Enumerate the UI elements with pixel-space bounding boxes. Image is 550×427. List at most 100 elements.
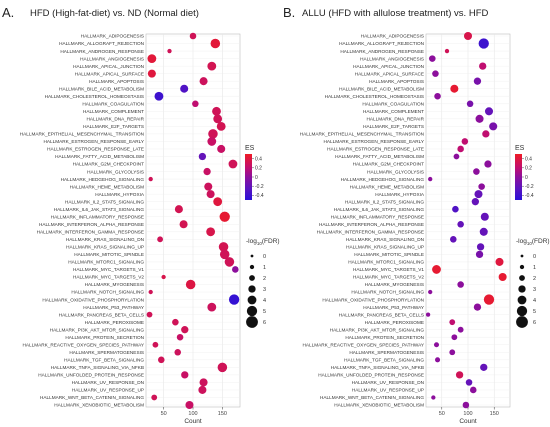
data-point: [154, 91, 164, 101]
data-point: [189, 32, 197, 40]
x-tick-label: 150: [218, 411, 227, 417]
data-point: [208, 129, 218, 139]
y-tick-label: HALLMARK_NOTCH_SIGNALING: [351, 290, 424, 295]
es-legend-label: 0: [525, 175, 528, 181]
es-colorbar: [245, 154, 252, 200]
size-legend-dot: [516, 316, 528, 328]
data-point: [203, 167, 211, 176]
data-point: [185, 400, 194, 410]
y-tick-label: HALLMARK_PI3K_AKT_MTOR_SIGNALING: [50, 327, 145, 332]
data-point: [207, 302, 217, 312]
y-tick-label: HALLMARK_FATTY_ACID_METABOLISM: [335, 154, 424, 159]
y-tick-label: HALLMARK_ANGIOGENESIS: [80, 56, 144, 61]
size-legend-label: 1: [263, 265, 266, 271]
data-point: [176, 333, 184, 341]
size-legend-label: 4: [263, 298, 266, 304]
size-legend-dot: [519, 264, 525, 270]
data-point: [489, 122, 498, 131]
es-legend-label: -0.2: [525, 184, 534, 190]
size-legend-label: 6: [533, 320, 536, 326]
y-tick-label: HALLMARK_DNA_REPAIR: [367, 117, 425, 122]
data-point: [463, 31, 473, 41]
data-point: [478, 38, 489, 49]
data-point: [428, 176, 433, 182]
y-tick-label: HALLMARK_UNFOLDED_PROTEIN_RESPONSE: [38, 373, 144, 378]
y-tick-label: HALLMARK_TNFA_SIGNALING_VIA_NFKB: [331, 365, 424, 370]
y-tick-label: HALLMARK_BILE_ACID_METABOLISM: [59, 86, 144, 91]
es-legend-label: -0.2: [255, 184, 264, 190]
size-legend-title-sub: 10: [257, 241, 263, 246]
data-point: [479, 62, 487, 70]
size-legend-label: 3: [533, 287, 536, 293]
data-point: [433, 342, 440, 348]
y-tick-label: HALLMARK_CHOLESTEROL_HOMEOSTASIS: [45, 94, 144, 99]
es-legend-label: 0: [255, 175, 258, 181]
data-point: [444, 48, 450, 54]
y-tick-label: HALLMARK_ESTROGEN_RESPONSE_LATE: [327, 147, 424, 152]
panel-b: B. ALLU (HFD with allulose treatment) vs.…: [283, 5, 550, 425]
y-tick-label: HALLMARK_PEROXISOME: [85, 320, 144, 325]
data-point: [161, 274, 166, 280]
data-point: [181, 371, 189, 379]
es-legend-title: ES: [515, 145, 525, 152]
y-tick-label: HALLMARK_DNA_REPAIR: [87, 117, 145, 122]
y-tick-label: HALLMARK_MYC_TARGETS_V2: [353, 275, 424, 280]
size-legend-dot: [249, 264, 255, 270]
size-legend-dot: [246, 305, 258, 317]
y-tick-label: HALLMARK_EPITHELIAL_MESENCHYMAL_TRANSITI…: [20, 132, 144, 137]
y-tick-label: HALLMARK_MTORC1_SIGNALING: [348, 260, 424, 265]
y-tick-label: HALLMARK_MITOTIC_SPINDLE: [354, 252, 424, 257]
y-tick-label: HALLMARK_HEME_METABOLISM: [70, 184, 145, 189]
y-tick-label: HALLMARK_IL6_JAK_STAT3_SIGNALING: [54, 207, 145, 212]
y-tick-label: HALLMARK_ESTROGEN_RESPONSE_EARLY: [324, 139, 425, 144]
data-point: [495, 257, 504, 266]
y-tick-label: HALLMARK_HYPOXIA: [95, 192, 145, 197]
y-tick-label: HALLMARK_MYC_TARGETS_V1: [353, 267, 424, 272]
data-point: [148, 176, 153, 182]
size-legend-label: 5: [263, 309, 266, 315]
data-point: [480, 363, 488, 371]
y-tick-label: HALLMARK_HYPOXIA: [375, 192, 425, 197]
es-legend-label: 0.2: [525, 166, 532, 172]
size-legend-title-tail: (FDR): [532, 238, 550, 245]
y-tick-label: HALLMARK_UV_RESPONSE_UP: [352, 388, 424, 393]
data-point: [452, 205, 459, 213]
y-tick-label: HALLMARK_INTERFERON_ALPHA_RESPONSE: [39, 222, 144, 227]
data-point: [147, 54, 157, 63]
es-legend-label: 0.4: [525, 156, 532, 162]
y-tick-label: HALLMARK_ESTROGEN_RESPONSE_LATE: [47, 147, 144, 152]
y-tick-label: HALLMARK_SPERMATOGENESIS: [69, 350, 144, 355]
y-tick-label: HALLMARK_UV_RESPONSE_UP: [72, 388, 144, 393]
y-tick-label: HALLMARK_IL2_STAT5_SIGNALING: [345, 199, 424, 204]
size-legend-label: 5: [533, 309, 536, 315]
y-tick-label: HALLMARK_APOPTOSIS: [369, 79, 424, 84]
es-legend-label: -0.4: [525, 193, 534, 199]
panel-letter: B.: [283, 5, 295, 20]
data-point: [146, 311, 153, 318]
y-tick-label: HALLMARK_P53_PATHWAY: [363, 305, 425, 310]
panel-title: ALLU (HFD with allulose treatment) vs. H…: [302, 8, 488, 19]
data-point: [483, 294, 495, 305]
data-point: [198, 385, 207, 394]
data-point: [172, 318, 179, 326]
y-tick-label: HALLMARK_FATTY_ACID_METABOLISM: [55, 154, 144, 159]
es-legend-label: -0.4: [255, 193, 264, 199]
size-legend-dot: [248, 285, 256, 293]
size-legend-dot: [250, 254, 254, 258]
data-point: [429, 55, 436, 62]
data-point: [457, 281, 464, 288]
y-tick-label: HALLMARK_ADIPOGENESIS: [361, 34, 424, 39]
y-tick-label: HALLMARK_UV_RESPONSE_DN: [72, 380, 144, 385]
data-point: [453, 153, 460, 160]
panel-a: A. HFD (High-fat-diet) vs. ND (Normal die…: [2, 5, 280, 425]
y-tick-label: HALLMARK_CHOLESTEROL_HOMEOSTASIS: [325, 94, 424, 99]
y-tick-label: HALLMARK_REACTIVE_OXYGEN_SPECIES_PATHWAY: [23, 342, 145, 347]
y-tick-label: HALLMARK_PI3K_AKT_MTOR_SIGNALING: [330, 327, 425, 332]
y-tick-label: HALLMARK_XENOBIOTIC_METABOLISM: [54, 403, 144, 408]
data-point: [206, 190, 215, 199]
x-axis-label: Count: [459, 418, 477, 425]
size-legend-dot: [519, 275, 525, 281]
data-point: [212, 106, 221, 116]
y-tick-label: HALLMARK_TGF_BETA_SIGNALING: [64, 358, 144, 363]
data-point: [449, 319, 456, 326]
